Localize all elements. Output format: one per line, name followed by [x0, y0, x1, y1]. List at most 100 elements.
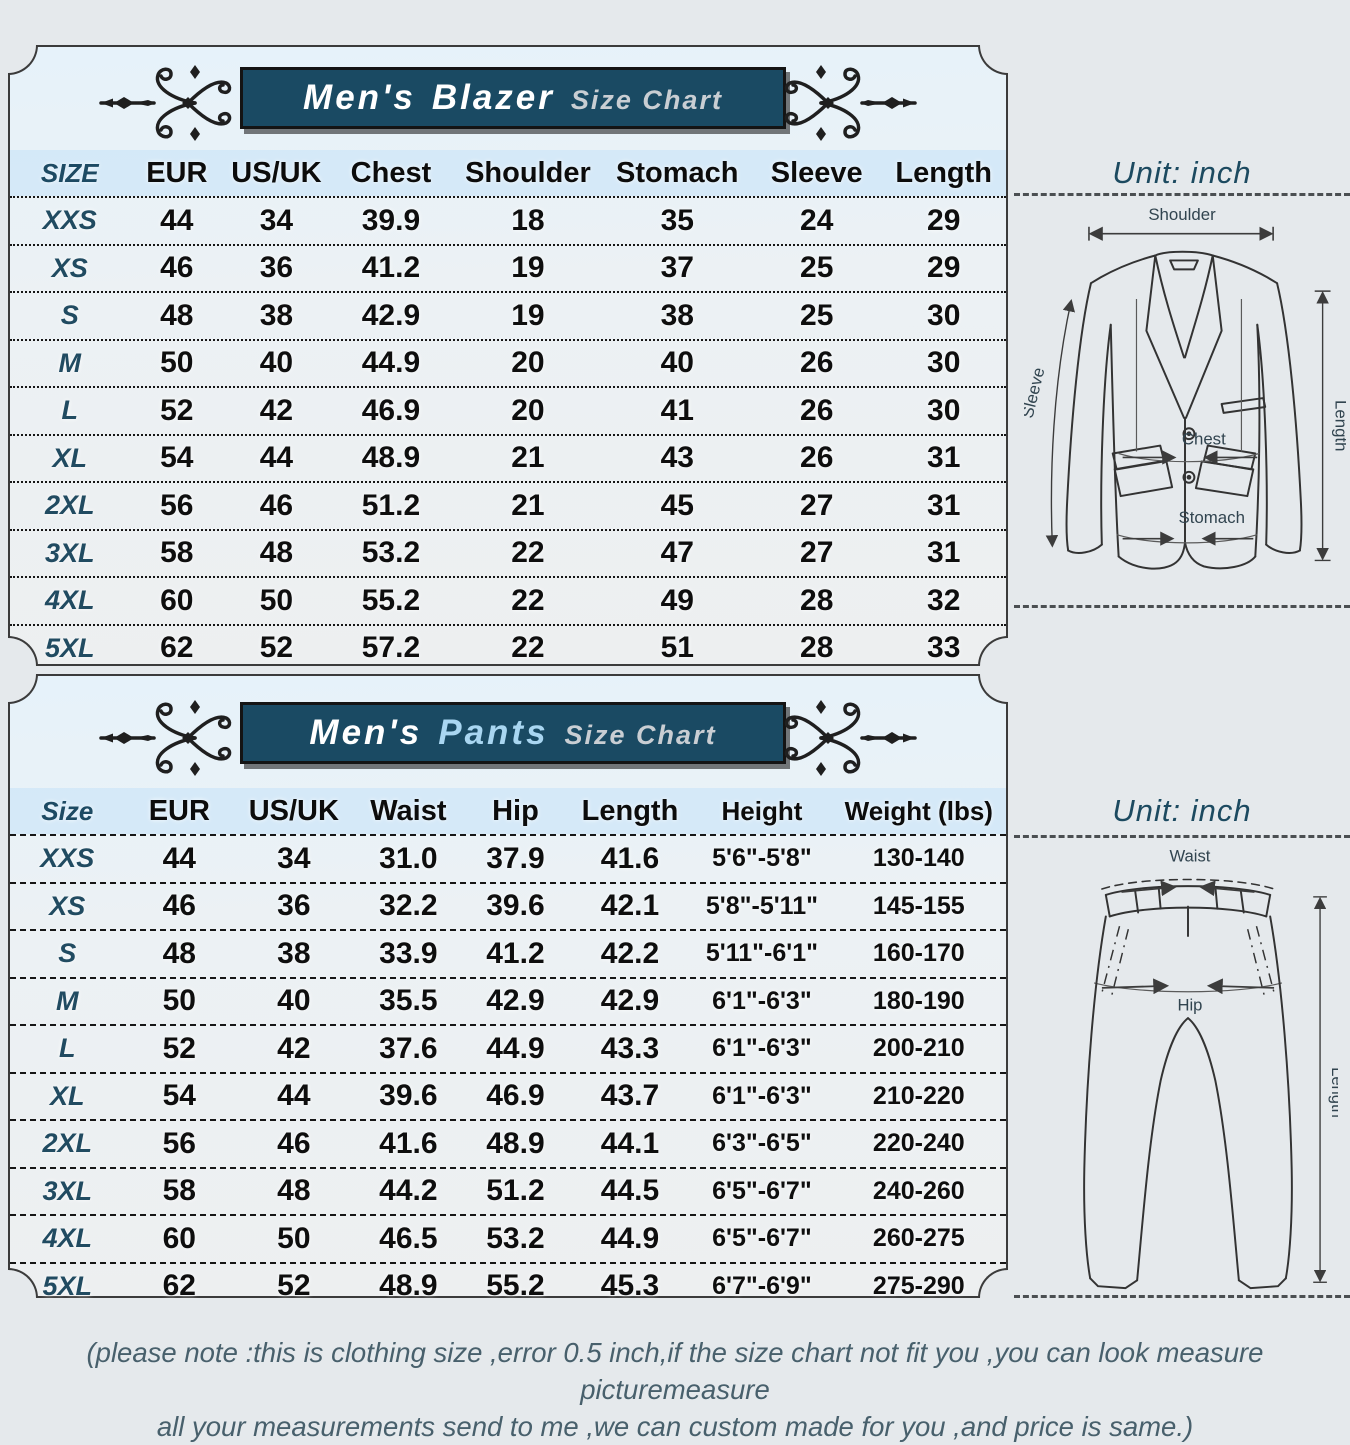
- value-cell: 38: [277, 936, 311, 970]
- blazer-panel: Men's Blazer Size Chart: [8, 45, 1008, 666]
- value-cell: 58: [160, 536, 194, 570]
- value-cell: 56: [162, 1126, 196, 1160]
- footer-note-line1: (please note :this is clothing size ,err…: [86, 1337, 1264, 1405]
- value-cell: 210-220: [872, 1081, 965, 1110]
- value-cell: 20: [511, 393, 545, 427]
- value-cell: 27: [800, 536, 834, 570]
- value-cell: 48.9: [379, 1269, 438, 1303]
- pants-banner-row: Men's Pants Size Chart: [10, 698, 1006, 776]
- value-cell: 54: [162, 1079, 196, 1113]
- value-cell: 30: [927, 298, 961, 332]
- table-row: 5XL 62 52 57.2 22 51 28 33: [10, 623, 1006, 672]
- column-header: EUR: [148, 794, 210, 827]
- value-cell: 29: [927, 251, 961, 285]
- value-cell: 6'7"-6'9": [712, 1271, 812, 1300]
- size-cell: S: [60, 300, 79, 331]
- value-cell: 41.2: [486, 936, 545, 970]
- value-cell: 60: [160, 583, 194, 617]
- value-cell: 42.1: [600, 889, 660, 923]
- value-cell: 50: [277, 1221, 311, 1255]
- value-cell: 58: [162, 1174, 196, 1208]
- value-cell: 44: [160, 203, 194, 237]
- value-cell: 45.3: [600, 1269, 660, 1303]
- flourish-ornament-icon: [784, 65, 917, 141]
- value-cell: 38: [259, 298, 294, 332]
- hip-label: Hip: [1177, 995, 1202, 1014]
- value-cell: 33.9: [379, 936, 438, 970]
- value-cell: 42.9: [600, 984, 660, 1018]
- size-cell: XXS: [42, 205, 97, 236]
- column-header: US/UK: [231, 156, 322, 189]
- value-cell: 46: [160, 251, 194, 285]
- value-cell: 43: [660, 441, 694, 475]
- pants-table-body: XXS 44 34 31.0 37.9 41.6 5'6"-5'8" 130-140 XS 46 3…: [10, 834, 1006, 1309]
- value-cell: 29: [927, 203, 961, 237]
- value-cell: 22: [511, 536, 545, 570]
- column-header: Hip: [492, 794, 539, 827]
- value-cell: 42.2: [600, 936, 660, 970]
- value-cell: 220-240: [872, 1129, 965, 1158]
- value-cell: 50: [162, 984, 196, 1018]
- column-header: Height: [721, 795, 803, 826]
- value-cell: 62: [160, 631, 194, 665]
- value-cell: 48: [259, 536, 294, 570]
- value-cell: 240-260: [872, 1176, 965, 1205]
- size-cell: XL: [50, 1080, 85, 1111]
- value-cell: 31: [927, 536, 961, 570]
- flourish-ornament-icon: [99, 700, 232, 776]
- value-cell: 40: [660, 346, 694, 380]
- column-header: Sleeve: [770, 156, 863, 189]
- value-cell: 6'3"-6'5": [712, 1129, 812, 1158]
- value-cell: 25: [800, 251, 834, 285]
- size-cell: S: [58, 938, 77, 969]
- value-cell: 25: [800, 298, 834, 332]
- blazer-table-header: SIZE EUR US/UK Chest Shoulder Stomach Sleeve Le…: [10, 150, 1006, 196]
- size-cell: 5XL: [42, 1270, 93, 1301]
- value-cell: 31: [927, 441, 961, 475]
- pants-panel: Men's Pants Size Chart: [8, 674, 1008, 1302]
- value-cell: 62: [162, 1269, 196, 1303]
- pants-size-table: Size EUR US/UK Waist Hip Length Height Weight (…: [10, 788, 1006, 1309]
- pants-measurement-diagram: Waist: [1038, 846, 1347, 1294]
- length-label: Length: [1328, 1067, 1338, 1118]
- value-cell: 41: [660, 393, 694, 427]
- footer-note: (please note :this is clothing size ,err…: [0, 1334, 1350, 1445]
- shoulder-label: Shoulder: [1148, 205, 1216, 224]
- size-cell: 2XL: [44, 490, 95, 521]
- value-cell: 52: [160, 393, 194, 427]
- value-cell: 26: [800, 346, 834, 380]
- value-cell: 48.9: [486, 1126, 545, 1160]
- value-cell: 50: [160, 346, 194, 380]
- value-cell: 36: [259, 251, 294, 285]
- value-cell: 145-155: [872, 891, 965, 920]
- value-cell: 51.2: [361, 488, 421, 522]
- value-cell: 21: [511, 441, 545, 475]
- value-cell: 46: [259, 488, 294, 522]
- value-cell: 24: [800, 203, 834, 237]
- value-cell: 30: [927, 346, 961, 380]
- value-cell: 27: [800, 488, 834, 522]
- pants-table-header: Size EUR US/UK Waist Hip Length Height Weight (…: [10, 788, 1006, 834]
- value-cell: 43.3: [600, 1031, 660, 1065]
- table-row: XXS 44 34 31.0 37.9 41.6 5'6"-5'8" 130-140: [10, 834, 1006, 882]
- value-cell: 46: [277, 1126, 311, 1160]
- column-header: Size: [41, 795, 94, 826]
- table-row: 5XL 62 52 48.9 55.2 45.3 6'7"-6'9" 275-290: [10, 1261, 1006, 1310]
- value-cell: 40: [277, 984, 311, 1018]
- size-cell: M: [58, 347, 82, 378]
- value-cell: 180-190: [872, 986, 965, 1015]
- value-cell: 52: [162, 1031, 196, 1065]
- size-cell: 2XL: [42, 1128, 93, 1159]
- value-cell: 44: [162, 841, 196, 875]
- column-header: Weight (lbs): [844, 795, 993, 826]
- value-cell: 53.2: [361, 536, 421, 570]
- dashed-divider: [1014, 605, 1350, 608]
- value-cell: 34: [259, 203, 294, 237]
- value-cell: 42: [259, 393, 294, 427]
- banner-subtitle: Size Chart: [564, 719, 717, 750]
- size-cell: XXS: [40, 843, 95, 874]
- value-cell: 35.5: [379, 984, 438, 1018]
- table-row: 2XL 56 46 51.2 21 45 27 31: [10, 481, 1006, 529]
- table-row: M 50 40 44.9 20 40 26 30: [10, 338, 1006, 387]
